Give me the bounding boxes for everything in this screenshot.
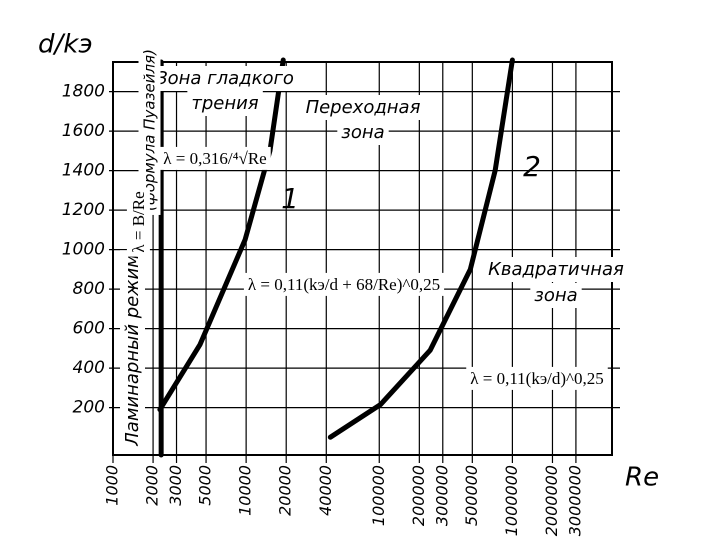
annotation: трения <box>191 93 258 114</box>
x-tick-label: 1000 <box>103 465 122 506</box>
formula: λ = 0,316/⁴√Re <box>163 149 266 168</box>
x-tick-label: 3000000 <box>565 465 584 536</box>
formula: λ = 0,11(kэ/d)^0,25 <box>470 369 604 388</box>
y-tick-label: 600 <box>73 319 105 339</box>
x-tick-label: 200000 <box>409 465 428 526</box>
x-tick-label: 100000 <box>369 465 388 526</box>
formula: λ = B/Re <box>129 191 148 252</box>
label-background <box>337 120 389 145</box>
x-tick-label: 2000 <box>143 465 162 506</box>
curve <box>157 57 286 413</box>
annotation: Квадратичная <box>488 259 624 280</box>
curve-label: 2 <box>523 150 541 183</box>
x-tick-label: 3000 <box>166 465 185 506</box>
label-background <box>120 250 145 451</box>
y-tick-label: 1200 <box>62 200 105 220</box>
y-tick-label: 1000 <box>62 240 105 260</box>
annotation: Ламинарный режим <box>122 254 143 446</box>
label-background <box>138 45 161 215</box>
annotation: Переходная <box>306 97 421 118</box>
y-tick-label: 1800 <box>62 82 105 102</box>
y-tick-label: 1600 <box>62 121 105 141</box>
x-tick-label: 2000000 <box>542 465 561 536</box>
curve <box>327 57 515 440</box>
label-background <box>126 187 150 257</box>
label-background <box>301 95 425 120</box>
annotation: Зона гладкого <box>156 68 294 89</box>
x-tick-label: 40000 <box>316 465 335 516</box>
x-tick-label: 10000 <box>236 465 255 516</box>
y-tick-label: 400 <box>73 358 105 378</box>
x-axis-label: Re <box>625 463 659 493</box>
label-background <box>152 66 298 91</box>
annotation: зона <box>534 285 577 306</box>
label-background <box>530 283 582 308</box>
y-tick-label: 1400 <box>62 161 105 181</box>
x-tick-label: 300000 <box>432 465 451 526</box>
label-background <box>484 257 629 282</box>
x-tick-label: 20000 <box>276 465 295 516</box>
label-background <box>243 272 445 296</box>
label-background <box>466 366 608 390</box>
label-background <box>159 146 271 170</box>
y-tick-label: 800 <box>73 279 105 299</box>
x-tick-label: 500000 <box>462 465 481 526</box>
formula: λ = 0,11(kэ/d + 68/Re)^0,25 <box>248 275 440 294</box>
annotation: (формула Пуазейля) <box>141 49 159 211</box>
x-tick-label: 5000 <box>196 465 215 506</box>
annotation: зона <box>341 122 384 143</box>
curve-label: 1 <box>281 182 299 215</box>
label-background <box>187 91 263 116</box>
y-tick-label: 200 <box>73 398 105 418</box>
y-axis-label: d/kэ <box>38 30 93 60</box>
x-tick-label: 1000000 <box>502 465 521 536</box>
